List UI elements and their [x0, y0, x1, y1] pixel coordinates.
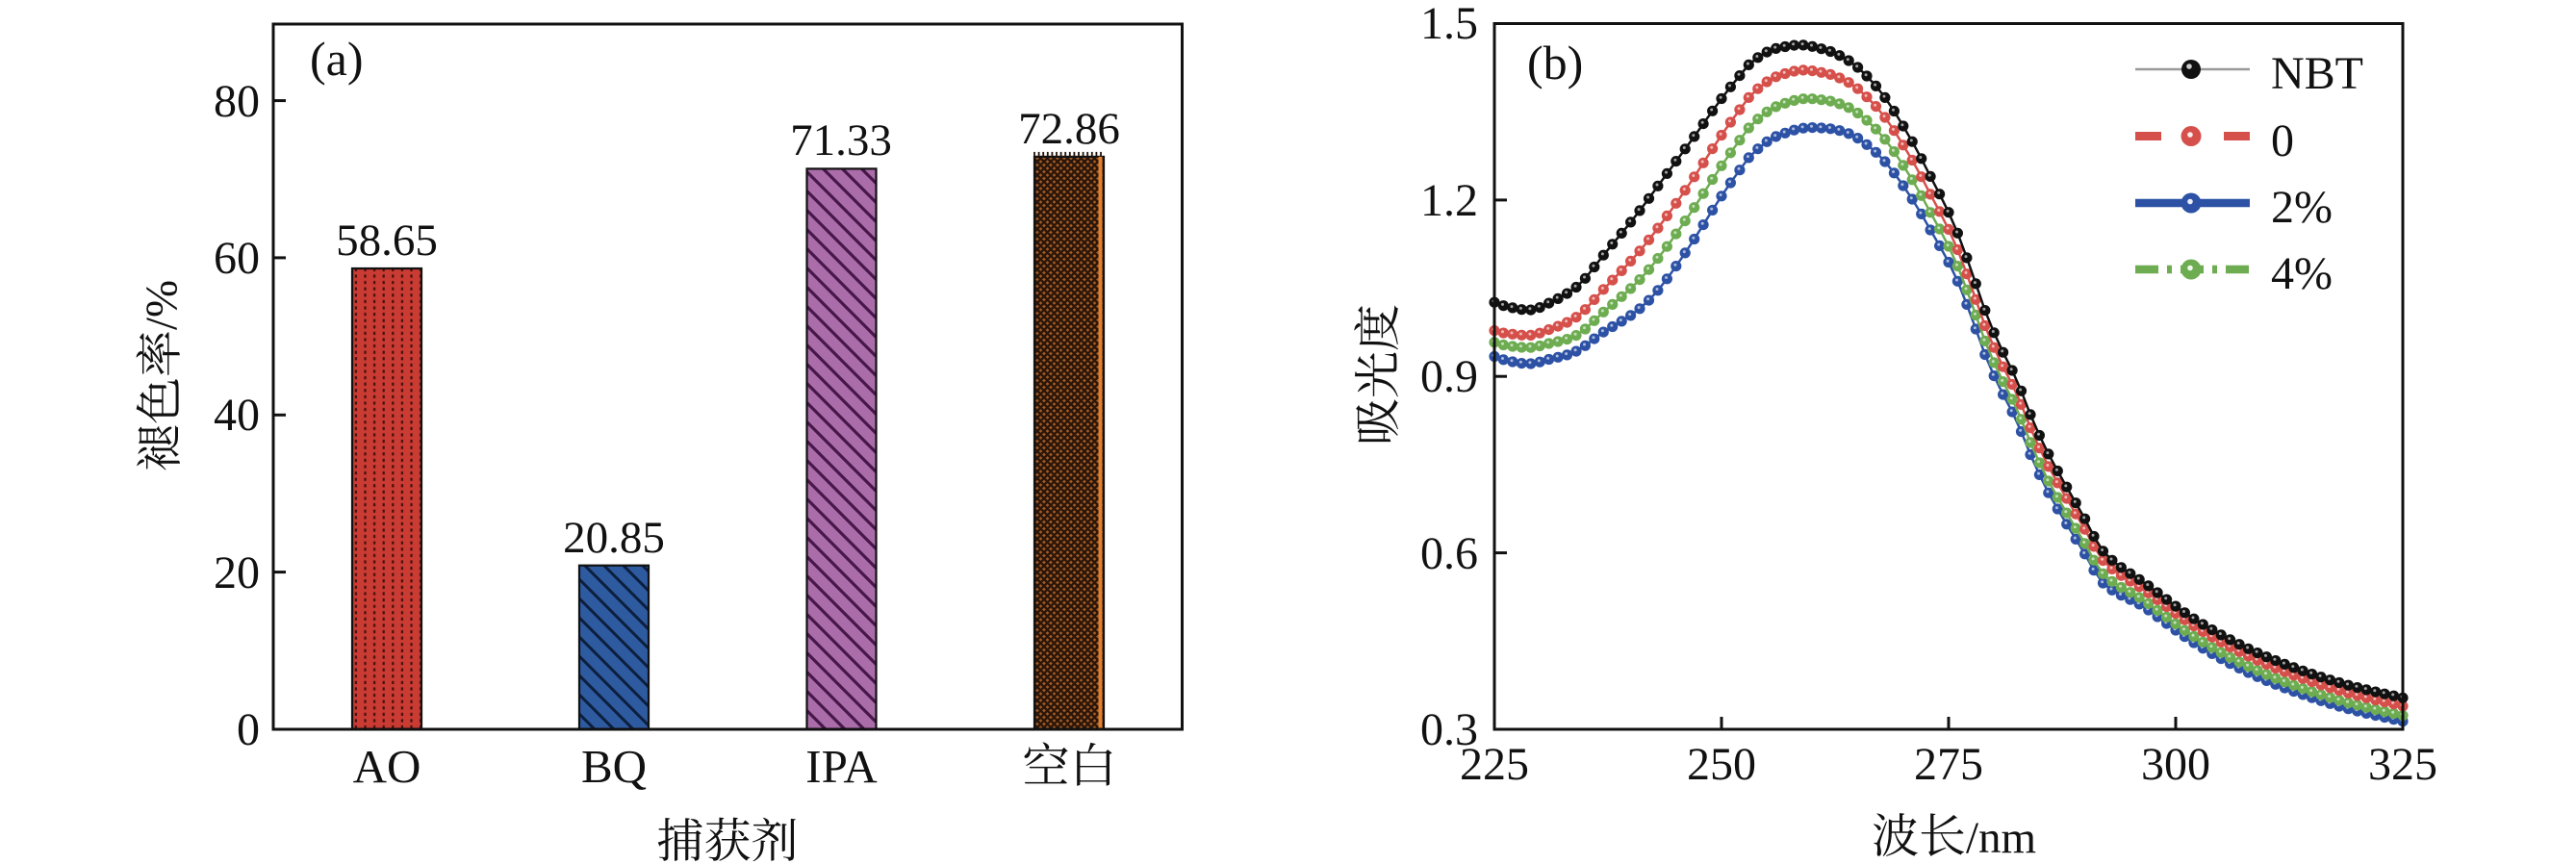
svg-text:300: 300: [2141, 739, 2210, 790]
svg-text:225: 225: [1460, 739, 1529, 790]
svg-text:1.2: 1.2: [1420, 175, 1478, 226]
svg-text:250: 250: [1687, 739, 1756, 790]
svg-text:/nm: /nm: [1966, 813, 2036, 863]
svg-text:(b): (b): [1527, 36, 1583, 89]
svg-text:71.33: 71.33: [790, 115, 892, 165]
svg-text:0.3: 0.3: [1420, 704, 1478, 755]
svg-text:325: 325: [2368, 739, 2437, 790]
svg-text:IPA: IPA: [805, 740, 878, 793]
svg-text:80: 80: [214, 76, 260, 127]
svg-text:0: 0: [2271, 115, 2294, 166]
svg-text:2%: 2%: [2271, 182, 2333, 233]
svg-text:20.85: 20.85: [563, 513, 665, 563]
svg-text:/%: /%: [137, 280, 187, 330]
svg-text:BQ: BQ: [581, 740, 647, 793]
svg-text:40: 40: [214, 390, 260, 441]
svg-text:72.86: 72.86: [1018, 104, 1120, 154]
svg-text:AO: AO: [353, 740, 421, 793]
svg-text:1.5: 1.5: [1420, 0, 1478, 49]
svg-text:0.9: 0.9: [1420, 351, 1478, 402]
svg-text:58.65: 58.65: [336, 216, 438, 266]
svg-text:60: 60: [214, 233, 260, 284]
svg-text:4%: 4%: [2271, 248, 2333, 299]
svg-text:(a): (a): [310, 32, 364, 86]
svg-text:0.6: 0.6: [1420, 528, 1478, 579]
svg-text:0: 0: [237, 704, 260, 755]
svg-text:275: 275: [1914, 739, 1983, 790]
svg-text:20: 20: [214, 547, 260, 598]
svg-text:NBT: NBT: [2271, 48, 2363, 99]
